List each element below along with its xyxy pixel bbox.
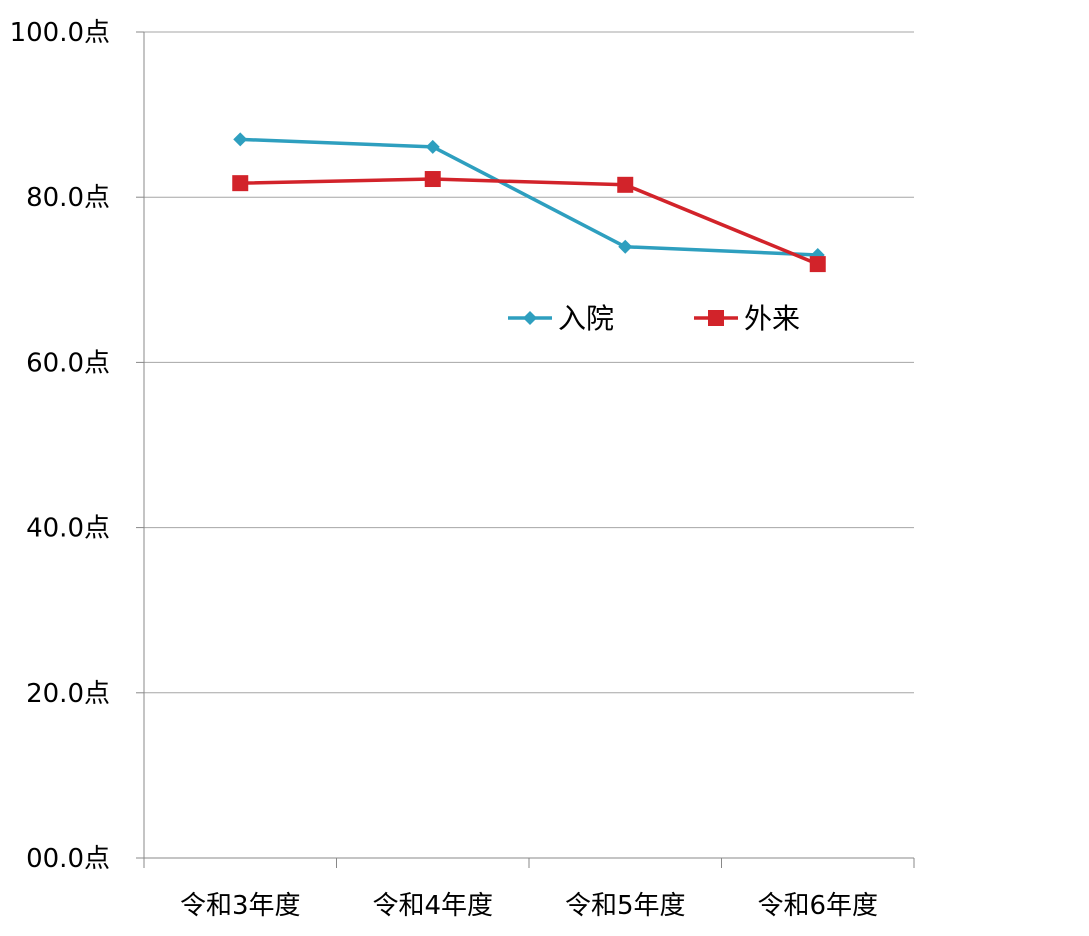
series-2	[232, 171, 826, 273]
y-tick-label: 40.0点	[26, 514, 110, 544]
data-point	[809, 256, 826, 273]
y-tick-label: 100.0点	[10, 18, 110, 48]
x-tick-label: 令和3年度	[180, 891, 301, 921]
x-tick-label: 令和6年度	[757, 891, 878, 921]
y-tick-label: 60.0点	[26, 348, 110, 378]
series-1	[233, 132, 825, 263]
y-tick-label: 20.0点	[26, 679, 110, 709]
y-tick-labels: 00.0点 20.0点 40.0点 60.0点 80.0点 100.0点	[10, 18, 110, 874]
y-tick-label: 80.0点	[26, 183, 110, 213]
data-point	[425, 139, 440, 154]
x-tick-label: 令和5年度	[565, 891, 686, 921]
legend-marker	[523, 311, 537, 325]
y-tick-label: 00.0点	[26, 844, 110, 874]
series-group	[232, 132, 826, 273]
data-point	[617, 176, 634, 193]
x-tick-marks	[143, 858, 915, 868]
legend-item: 外来	[694, 302, 800, 335]
series-line	[240, 177, 819, 266]
axes	[143, 32, 914, 859]
x-tick-labels: 令和3年度 令和4年度 令和5年度 令和6年度	[180, 891, 878, 921]
legend-marker	[708, 310, 724, 326]
gridlines	[136, 31, 914, 859]
legend-item: 入院	[508, 302, 614, 335]
data-point	[618, 239, 633, 254]
data-point	[233, 132, 248, 147]
x-tick-label: 令和4年度	[372, 891, 493, 921]
data-point	[232, 175, 249, 192]
data-point	[424, 171, 441, 188]
series-line	[240, 137, 818, 257]
legend-label: 外来	[744, 302, 800, 335]
legend: 入院 外来	[508, 302, 800, 335]
legend-label: 入院	[558, 302, 614, 335]
